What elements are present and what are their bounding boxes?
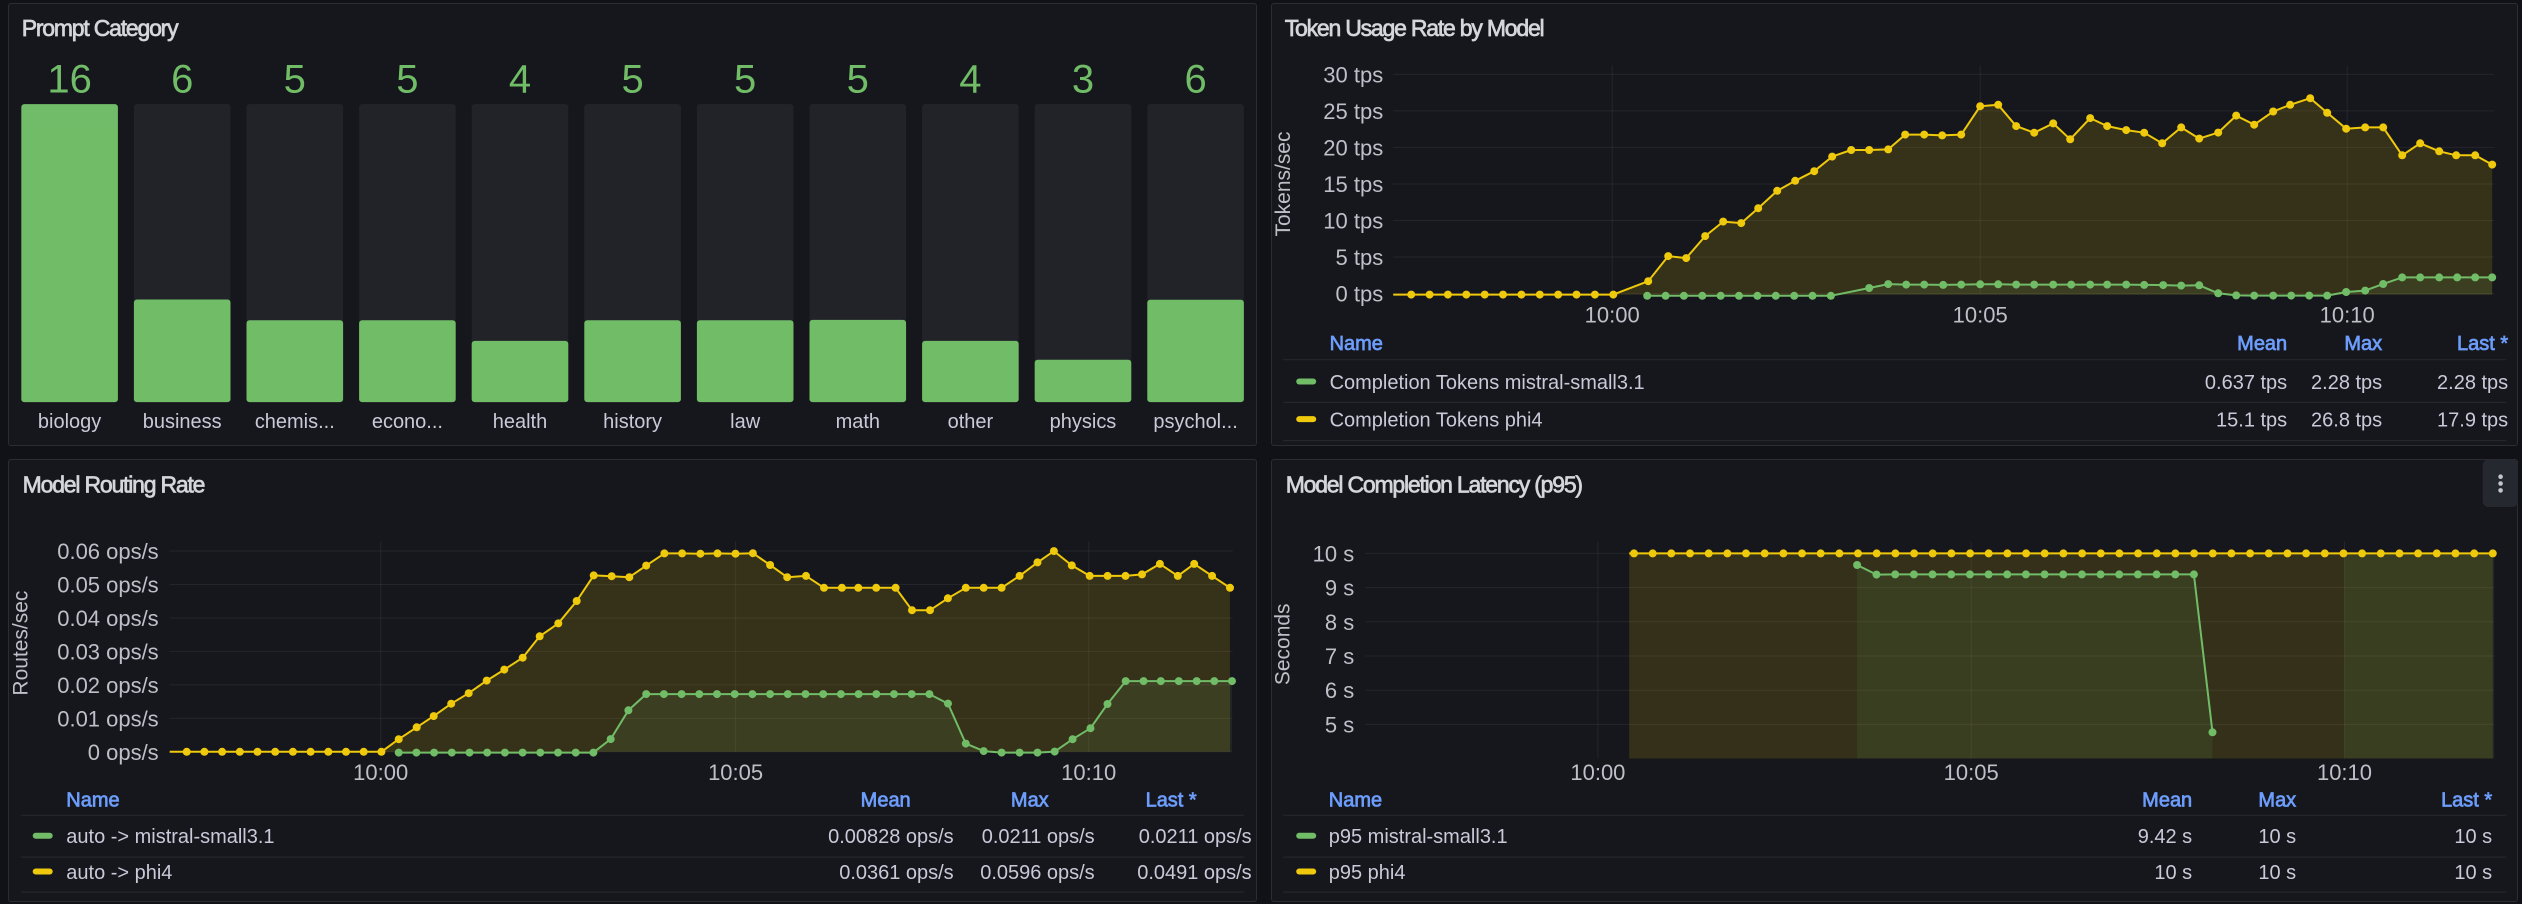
svg-text:10 s: 10 s xyxy=(2454,862,2492,884)
svg-text:Mean: Mean xyxy=(2142,790,2192,812)
svg-text:10:05: 10:05 xyxy=(708,760,763,785)
svg-text:7 s: 7 s xyxy=(1325,644,1354,669)
svg-text:4: 4 xyxy=(960,58,982,102)
svg-text:Mean: Mean xyxy=(2237,333,2287,355)
svg-text:0.01 ops/s: 0.01 ops/s xyxy=(58,707,159,732)
svg-text:5 tps: 5 tps xyxy=(1335,245,1383,270)
svg-text:5: 5 xyxy=(622,58,644,102)
svg-text:2.28 tps: 2.28 tps xyxy=(2311,372,2382,394)
svg-text:10:10: 10:10 xyxy=(2319,303,2374,328)
svg-text:10:05: 10:05 xyxy=(1943,760,1998,785)
svg-text:psychol...: psychol... xyxy=(1154,411,1238,433)
svg-text:17.9 tps: 17.9 tps xyxy=(2437,410,2508,432)
svg-text:econo...: econo... xyxy=(372,411,443,433)
svg-text:10:10: 10:10 xyxy=(2317,760,2372,785)
svg-text:Completion Tokens mistral-smal: Completion Tokens mistral-small3.1 xyxy=(1329,372,1644,394)
svg-text:5: 5 xyxy=(397,58,419,102)
svg-text:p95 mistral-small3.1: p95 mistral-small3.1 xyxy=(1329,827,1508,849)
svg-text:10 s: 10 s xyxy=(2454,827,2492,849)
svg-text:Mean: Mean xyxy=(861,790,911,812)
svg-text:6: 6 xyxy=(1185,58,1207,102)
svg-text:8 s: 8 s xyxy=(1325,610,1354,635)
svg-text:10 tps: 10 tps xyxy=(1323,209,1383,234)
svg-text:Tokens/sec: Tokens/sec xyxy=(1272,132,1295,237)
svg-text:business: business xyxy=(143,411,222,433)
svg-text:4: 4 xyxy=(509,58,531,102)
svg-text:Last *: Last * xyxy=(1146,790,1197,812)
svg-text:biology: biology xyxy=(38,411,101,433)
svg-text:0 tps: 0 tps xyxy=(1335,282,1383,307)
svg-text:auto -> phi4: auto -> phi4 xyxy=(67,862,173,884)
svg-text:Max: Max xyxy=(1011,790,1049,812)
svg-text:0.03 ops/s: 0.03 ops/s xyxy=(58,640,159,665)
svg-text:0.0596 ops/s: 0.0596 ops/s xyxy=(981,862,1095,884)
svg-text:15 tps: 15 tps xyxy=(1323,172,1383,197)
svg-text:Routes/sec: Routes/sec xyxy=(10,591,33,696)
svg-text:p95 phi4: p95 phi4 xyxy=(1329,862,1406,884)
svg-text:other: other xyxy=(948,411,994,433)
svg-text:0.02 ops/s: 0.02 ops/s xyxy=(58,673,159,698)
svg-text:2.28 tps: 2.28 tps xyxy=(2437,372,2508,394)
svg-text:Name: Name xyxy=(1329,333,1382,355)
svg-text:Model Routing Rate: Model Routing Rate xyxy=(23,472,205,498)
svg-text:9 s: 9 s xyxy=(1325,576,1354,601)
svg-text:0.637 tps: 0.637 tps xyxy=(2205,372,2287,394)
svg-text:10:00: 10:00 xyxy=(1570,760,1625,785)
svg-text:Max: Max xyxy=(2344,333,2382,355)
svg-text:0.06 ops/s: 0.06 ops/s xyxy=(58,539,159,564)
svg-text:Name: Name xyxy=(67,790,120,812)
svg-text:5: 5 xyxy=(847,58,869,102)
svg-text:10:00: 10:00 xyxy=(1584,303,1639,328)
svg-text:30 tps: 30 tps xyxy=(1323,63,1383,88)
svg-text:chemis...: chemis... xyxy=(255,411,335,433)
svg-text:law: law xyxy=(730,411,761,433)
svg-text:0 ops/s: 0 ops/s xyxy=(88,740,159,765)
svg-text:physics: physics xyxy=(1050,411,1117,433)
svg-text:10 s: 10 s xyxy=(2258,862,2296,884)
svg-text:5: 5 xyxy=(284,58,306,102)
svg-text:16: 16 xyxy=(48,58,92,102)
svg-text:6 s: 6 s xyxy=(1325,679,1354,704)
svg-text:Token Usage Rate by Model: Token Usage Rate by Model xyxy=(1285,15,1544,41)
svg-text:10:00: 10:00 xyxy=(353,760,408,785)
svg-text:0.0491 ops/s: 0.0491 ops/s xyxy=(1138,862,1252,884)
svg-text:10:10: 10:10 xyxy=(1061,760,1116,785)
svg-text:25 tps: 25 tps xyxy=(1323,99,1383,124)
svg-text:10 s: 10 s xyxy=(2258,827,2296,849)
svg-text:15.1 tps: 15.1 tps xyxy=(2216,410,2287,432)
svg-text:Prompt Category: Prompt Category xyxy=(22,15,179,41)
svg-text:0.0361 ops/s: 0.0361 ops/s xyxy=(840,862,954,884)
svg-text:0.0211 ops/s: 0.0211 ops/s xyxy=(1139,827,1252,849)
svg-text:history: history xyxy=(603,411,662,433)
svg-text:10 s: 10 s xyxy=(2154,862,2192,884)
svg-text:Name: Name xyxy=(1329,790,1382,812)
svg-text:auto -> mistral-small3.1: auto -> mistral-small3.1 xyxy=(67,827,275,849)
svg-text:0.05 ops/s: 0.05 ops/s xyxy=(58,573,159,598)
svg-text:9.42 s: 9.42 s xyxy=(2138,827,2192,849)
svg-text:0.00828 ops/s: 0.00828 ops/s xyxy=(828,827,954,849)
svg-text:Last *: Last * xyxy=(2457,333,2508,355)
svg-text:5 s: 5 s xyxy=(1325,713,1354,738)
svg-text:26.8 tps: 26.8 tps xyxy=(2311,410,2382,432)
svg-text:5: 5 xyxy=(734,58,756,102)
svg-text:math: math xyxy=(836,411,880,433)
svg-text:10 s: 10 s xyxy=(1312,542,1354,567)
svg-text:20 tps: 20 tps xyxy=(1323,136,1383,161)
svg-text:Model Completion Latency (p95): Model Completion Latency (p95) xyxy=(1285,472,1582,498)
svg-text:10:05: 10:05 xyxy=(1952,303,2007,328)
svg-text:6: 6 xyxy=(171,58,193,102)
svg-text:Max: Max xyxy=(2258,790,2296,812)
svg-text:3: 3 xyxy=(1072,58,1094,102)
svg-text:0.0211 ops/s: 0.0211 ops/s xyxy=(982,827,1095,849)
svg-text:0.04 ops/s: 0.04 ops/s xyxy=(58,606,159,631)
svg-text:Seconds: Seconds xyxy=(1271,604,1294,686)
svg-text:Last *: Last * xyxy=(2441,790,2492,812)
svg-text:Completion Tokens phi4: Completion Tokens phi4 xyxy=(1329,410,1542,432)
svg-text:health: health xyxy=(493,411,547,433)
